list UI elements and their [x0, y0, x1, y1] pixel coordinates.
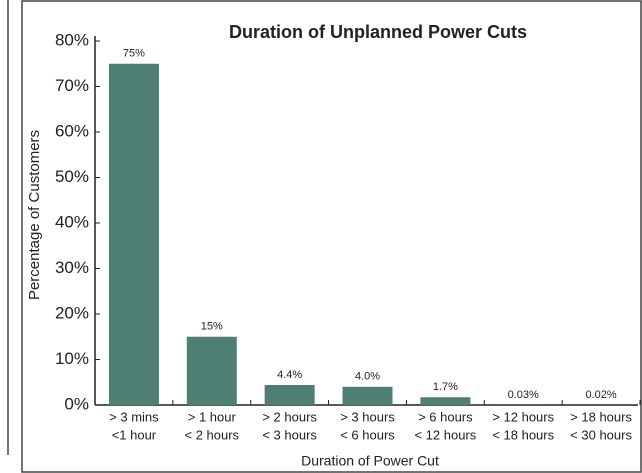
- bar: [342, 386, 393, 405]
- y-tick-label: 40%: [55, 212, 89, 231]
- value-label: 0.03%: [508, 389, 539, 401]
- y-tick-label: 80%: [55, 30, 89, 49]
- y-tick-label: 30%: [55, 258, 89, 277]
- bar: [264, 384, 315, 405]
- value-label: 4.0%: [355, 371, 380, 383]
- x-tick-label: > 6 hours: [418, 409, 473, 424]
- value-label: 75%: [123, 48, 145, 60]
- x-tick-label: > 2 hours: [262, 409, 317, 424]
- chart-title: Duration of Unplanned Power Cuts: [229, 22, 527, 42]
- x-tick-label: > 18 hours: [570, 409, 632, 424]
- value-label: 0.02%: [585, 389, 616, 401]
- y-tick-label: 70%: [55, 76, 89, 95]
- bar: [186, 336, 237, 405]
- x-tick-label: <1 hour: [112, 427, 157, 442]
- x-tick-label: < 12 hours: [414, 427, 476, 442]
- y-tick-label: 0%: [64, 394, 89, 413]
- y-tick-label: 50%: [55, 167, 89, 186]
- value-label: 15%: [201, 321, 223, 333]
- x-tick-label: < 18 hours: [492, 427, 554, 442]
- y-tick-label: 60%: [55, 121, 89, 140]
- y-tick-label: 20%: [55, 303, 89, 322]
- x-tick-label: > 3 hours: [340, 409, 395, 424]
- bar: [420, 397, 471, 405]
- x-tick-label: < 30 hours: [570, 427, 632, 442]
- y-tick-label: 10%: [55, 349, 89, 368]
- x-tick-label: < 6 hours: [340, 427, 395, 442]
- chart-frame: [21, 0, 642, 473]
- value-label: 4.4%: [277, 369, 302, 381]
- x-tick-label: > 3 mins: [109, 409, 159, 424]
- bar: [108, 63, 159, 405]
- value-label: 1.7%: [433, 381, 458, 393]
- x-axis-label: Duration of Power Cut: [301, 453, 439, 469]
- x-tick-label: > 1 hour: [188, 409, 237, 424]
- x-tick-label: < 3 hours: [262, 427, 317, 442]
- x-tick-label: < 2 hours: [184, 427, 239, 442]
- x-tick-label: > 12 hours: [492, 409, 554, 424]
- y-axis-label: Percentage of Customers: [26, 130, 43, 300]
